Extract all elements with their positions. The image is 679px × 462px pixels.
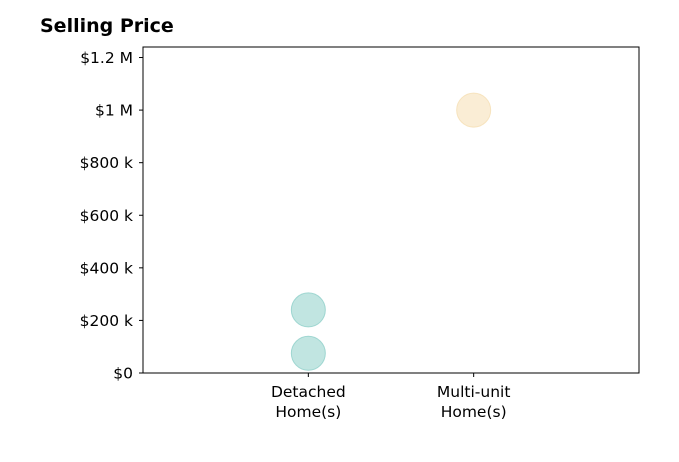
data-point	[456, 92, 492, 128]
chart-title: Selling Price	[40, 15, 174, 37]
x-tick-label: Home(s)	[441, 403, 507, 421]
x-tick-label: Multi-unit	[437, 383, 511, 401]
data-point	[290, 335, 326, 371]
y-tick-label: $400 k	[80, 259, 133, 277]
y-tick-label: $1 M	[95, 102, 133, 120]
plot-marks	[290, 92, 492, 371]
y-tick-label: $1.2 M	[80, 49, 133, 67]
x-tick-label: Detached	[271, 383, 346, 401]
y-tick-label: $200 k	[80, 312, 133, 330]
y-tick-label: $600 k	[80, 207, 133, 225]
data-point	[290, 292, 326, 328]
y-axis: $0 $200 k $400 k $600 k $800 k $1 M $1.2 M	[80, 49, 143, 383]
x-tick-label: Home(s)	[275, 403, 341, 421]
plot-frame	[142, 46, 640, 374]
y-tick-label: $0	[113, 365, 133, 383]
x-axis: Detached Home(s) Multi-unit Home(s)	[271, 373, 510, 421]
y-tick-label: $800 k	[80, 154, 133, 172]
